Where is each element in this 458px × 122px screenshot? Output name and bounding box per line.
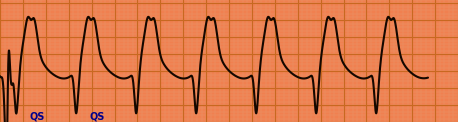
Text: QS: QS: [30, 111, 45, 121]
Text: QS: QS: [90, 111, 105, 121]
